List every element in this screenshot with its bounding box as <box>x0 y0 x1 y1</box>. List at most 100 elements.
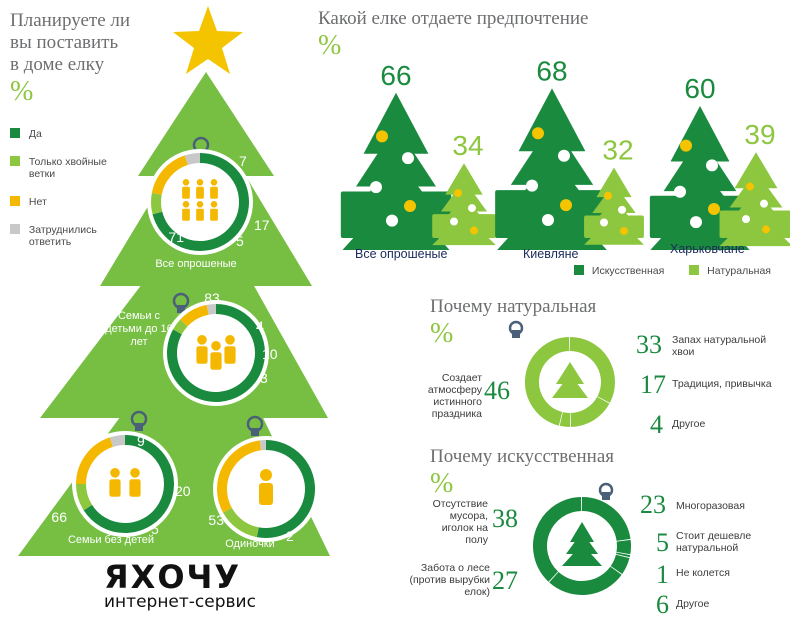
person-body <box>182 186 190 199</box>
ornament-hook <box>172 292 190 310</box>
person-head <box>211 341 221 351</box>
pref-legend-artificial: Искусственная <box>591 265 665 277</box>
art-label-other: Другое <box>676 598 710 610</box>
tree-base <box>584 215 644 238</box>
donut-families-kids: 83 4 10 3 <box>163 290 278 406</box>
person-head <box>182 201 190 208</box>
tree-artificial-2 <box>649 106 751 250</box>
value-branches: 4 <box>256 318 264 334</box>
segment-branches <box>173 319 188 335</box>
tree-ornament <box>680 139 692 152</box>
art-value-prickly: 1 <box>656 560 669 589</box>
why-natural-title: Почему натуральная <box>430 296 597 317</box>
artificial-segment-3 <box>610 554 630 575</box>
nat-label-other: Другое <box>672 418 706 430</box>
value-artificial: 66 <box>380 60 411 91</box>
nat-value-smell: 33 <box>636 330 662 359</box>
tree-ornament <box>450 217 458 226</box>
pref-legend-natural: Натуральная <box>707 265 771 277</box>
segment-undecided <box>184 153 201 165</box>
people-icon <box>166 168 234 236</box>
tree-base <box>719 210 790 238</box>
group-label-all: Все опрошеные <box>155 258 237 270</box>
nat-label-atmosphere: Создает атмосферу истинного праздника <box>427 372 482 420</box>
person-head <box>260 469 272 481</box>
tree-tier <box>592 183 636 214</box>
tree-ornament <box>532 127 544 140</box>
nat-label-smell: Запах натуральной хвои <box>672 334 767 358</box>
tree-ornament <box>706 159 718 172</box>
artificial-segment-5 <box>533 497 582 582</box>
logo-text: ЯХОЧУ <box>104 558 242 596</box>
right-top-title: Какой елке отдаете предпочтение <box>318 8 589 29</box>
tree-artificial-0 <box>340 92 452 250</box>
tree-tier <box>729 171 783 208</box>
segment-branches <box>151 192 163 215</box>
segment-undecided <box>109 435 126 447</box>
tree-ornament <box>386 214 398 227</box>
tree-tier <box>510 122 594 185</box>
tree-ornament <box>604 191 612 200</box>
segment-yes <box>152 153 249 251</box>
tree-ornament <box>746 182 754 191</box>
person-body <box>210 208 218 221</box>
tree-ornament <box>558 149 570 162</box>
donut-all: 71 7 17 5 <box>147 136 270 255</box>
art-value-litter: 38 <box>492 504 518 533</box>
segment-no <box>217 440 262 513</box>
nat-value-atmosphere: 46 <box>484 376 510 405</box>
segment-undecided <box>206 304 217 315</box>
art-label-litter: Отсутствие мусора, иголок на полу <box>432 498 488 546</box>
why-artificial-unit: % <box>430 468 454 499</box>
segment-branches <box>223 507 259 538</box>
segment-yes <box>83 435 174 533</box>
people-icon <box>232 455 300 523</box>
value-no: 10 <box>262 346 278 362</box>
value-natural: 39 <box>744 119 775 150</box>
tree-ornament <box>690 216 702 229</box>
pref-cat-kyiv: Киевляне <box>523 247 579 261</box>
legend-yes-label: Да <box>28 128 42 140</box>
person-body <box>196 346 208 364</box>
art-value-forest: 27 <box>492 566 518 595</box>
person-head <box>182 179 190 186</box>
art-label-cheaper: Стоит дешевле натуральной <box>676 530 752 554</box>
tree-tier <box>734 152 778 189</box>
natural-segment-3 <box>525 337 570 426</box>
group-label-families-nokids: Семьи без детей <box>67 534 155 546</box>
natural-segment-2 <box>559 412 571 427</box>
pref-cat-kharkiv: Харьковчане <box>670 242 745 256</box>
value-no: 20 <box>175 483 191 499</box>
person-body <box>196 208 204 221</box>
tree-ornament <box>762 225 770 234</box>
natural-segment-0 <box>569 337 615 403</box>
tree-ornament <box>674 185 686 198</box>
left-legend: Да Только хвойные ветки Нет Затруднились… <box>10 128 130 248</box>
left-title-line-2: вы поставить <box>10 32 119 53</box>
tree-natural-2 <box>719 152 790 247</box>
natural-tree-icon <box>552 374 588 398</box>
icon-bg <box>91 450 159 518</box>
value-artificial: 60 <box>684 73 715 104</box>
pref-legend: Искусственная Натуральная <box>574 265 771 277</box>
art-label-prickly: Не колется <box>676 567 730 579</box>
segment-yes <box>167 304 265 402</box>
value-branches: 9 <box>137 433 145 449</box>
ornament-hook <box>598 482 614 498</box>
tree-tier <box>663 135 737 192</box>
legend-yes: Да <box>10 128 130 140</box>
person-head <box>197 335 207 345</box>
segment-branches <box>76 483 93 511</box>
nat-value-other: 4 <box>650 410 663 439</box>
tree-tier <box>445 163 483 195</box>
person-head <box>196 201 204 208</box>
tree-base <box>340 191 452 238</box>
person-body <box>259 483 273 505</box>
nat-label-tradition: Традиция, привычка <box>672 378 772 390</box>
legend-branches-label: Только хвойные ветки <box>28 156 107 180</box>
left-unit: % <box>10 76 34 107</box>
pref-cat-all: Все опрошеные <box>355 247 448 261</box>
segment-yes <box>256 440 315 538</box>
person-head <box>225 335 235 345</box>
tree-ornament <box>560 199 572 212</box>
